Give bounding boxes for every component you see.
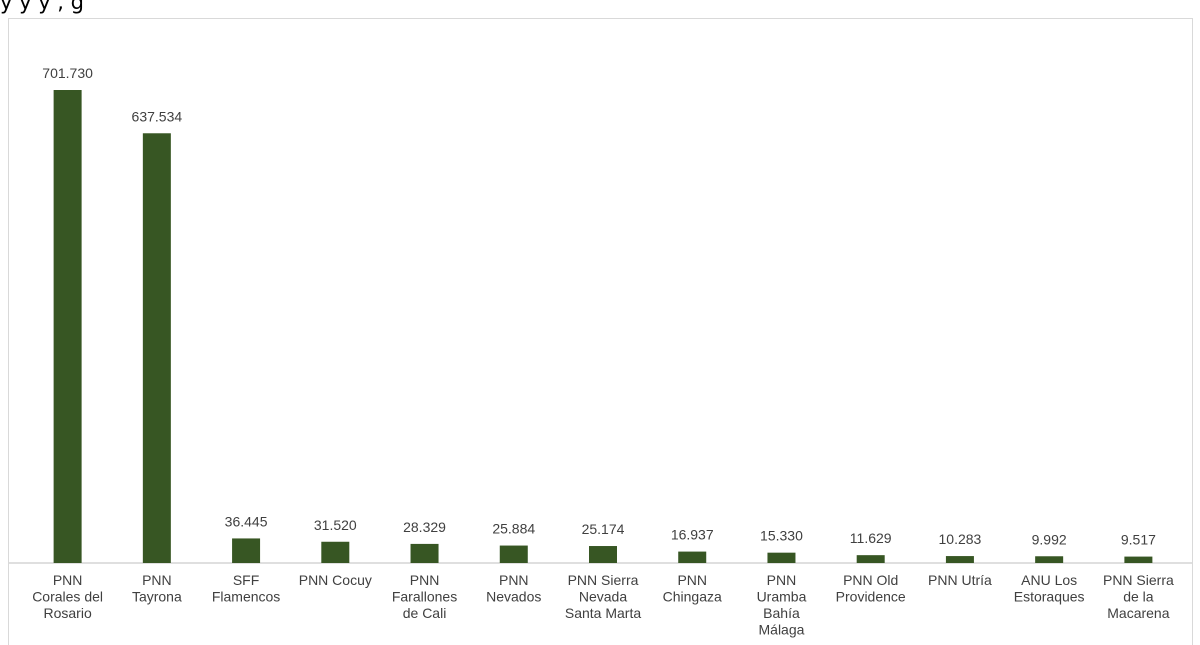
x-tick-label: PNN Utría	[928, 572, 992, 588]
bar	[142, 133, 171, 563]
data-label: 637.534	[132, 108, 183, 124]
x-tick-label: ANU Los Estoraques	[1014, 572, 1085, 605]
bar	[499, 545, 528, 563]
data-label: 9.992	[1032, 531, 1067, 547]
x-tick-label: PNN Cocuy	[299, 572, 372, 588]
bar	[1124, 556, 1153, 563]
bar	[678, 551, 707, 563]
page-title: y y y , g	[0, 0, 84, 14]
x-tick-label: PNN Old Providence	[836, 572, 906, 605]
x-tick-label: SFF Flamencos	[212, 572, 280, 605]
data-label: 28.329	[403, 519, 446, 535]
bar	[856, 555, 885, 563]
chart-frame	[8, 18, 1193, 645]
x-tick-label: PNN Sierra de la Macarena	[1103, 572, 1174, 621]
x-tick-label: PNN Tayrona	[132, 572, 182, 605]
bar	[410, 543, 439, 563]
x-tick-label: PNN Chingaza	[663, 572, 722, 605]
data-label: 701.730	[42, 65, 93, 81]
bar	[1035, 556, 1064, 563]
data-label: 15.330	[760, 528, 803, 544]
x-tick-label: PNN Farallones de Cali	[392, 572, 457, 621]
bar	[321, 541, 350, 563]
data-label: 11.629	[850, 530, 892, 546]
data-label: 36.445	[225, 513, 268, 529]
x-tick-label: PNN Sierra Nevada Santa Marta	[565, 572, 641, 621]
bar	[767, 552, 796, 563]
bar	[232, 538, 261, 563]
bar	[53, 90, 82, 563]
bar	[945, 556, 974, 563]
x-tick-label: PNN Nevados	[486, 572, 541, 605]
data-label: 31.520	[314, 517, 357, 533]
data-label: 9.517	[1121, 532, 1156, 548]
data-label: 16.937	[671, 527, 714, 543]
x-tick-label: PNN Corales del Rosario	[32, 572, 103, 621]
data-label: 25.884	[492, 521, 535, 537]
x-tick-label: PNN Uramba Bahía Málaga	[757, 572, 807, 638]
data-label: 10.283	[939, 531, 982, 547]
bar	[589, 546, 617, 563]
data-label: 25.174	[582, 521, 625, 537]
